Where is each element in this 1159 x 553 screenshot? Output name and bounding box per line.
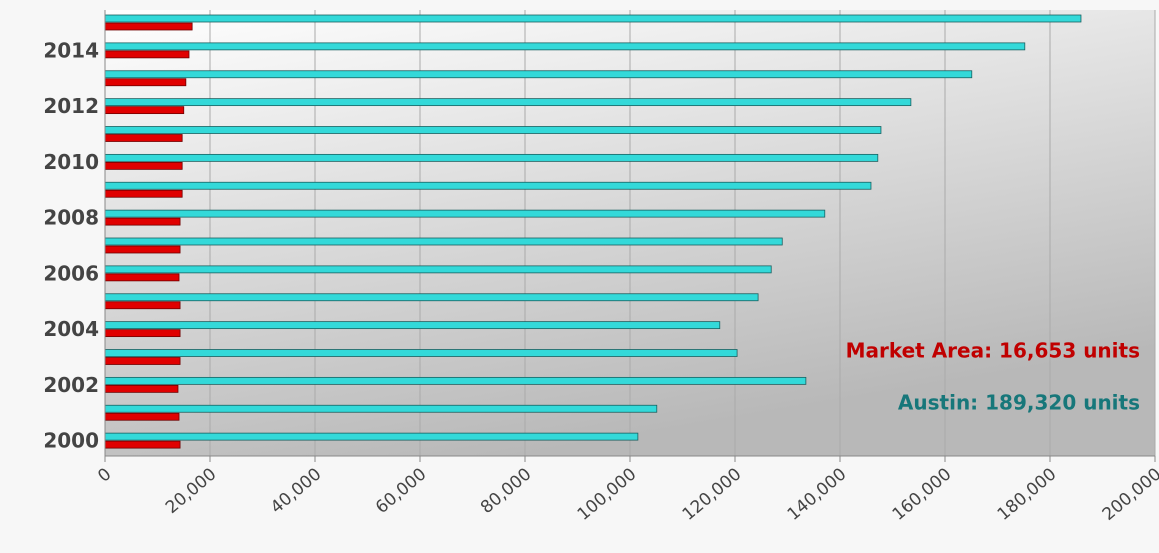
bar bbox=[104, 181, 872, 190]
bar bbox=[104, 217, 181, 226]
y-tick-label: 2014 bbox=[43, 38, 99, 62]
y-tick-label: 2012 bbox=[43, 94, 99, 118]
bar bbox=[104, 440, 181, 449]
x-tick-label: 20,000 bbox=[162, 464, 220, 518]
y-tick-label: 2000 bbox=[43, 429, 99, 453]
x-tick-label: 180,000 bbox=[994, 464, 1061, 525]
bar bbox=[104, 245, 181, 254]
bar bbox=[104, 321, 721, 330]
x-tick-label: 80,000 bbox=[477, 464, 535, 518]
bar bbox=[104, 78, 187, 87]
bar bbox=[104, 301, 181, 310]
bar bbox=[104, 98, 912, 107]
bar bbox=[104, 189, 183, 198]
bar bbox=[104, 153, 879, 162]
bar bbox=[104, 412, 180, 421]
bar bbox=[104, 42, 1026, 51]
bar bbox=[104, 432, 639, 441]
bar bbox=[104, 14, 1082, 23]
bar bbox=[104, 237, 783, 246]
bar bbox=[104, 376, 807, 385]
x-tick-label: 200,000 bbox=[1099, 464, 1159, 525]
x-tick-label: 160,000 bbox=[889, 464, 956, 525]
bar bbox=[104, 273, 180, 282]
bar bbox=[104, 126, 882, 134]
x-tick-label: 100,000 bbox=[574, 464, 641, 525]
bar bbox=[104, 209, 826, 218]
x-tick-label: 40,000 bbox=[267, 464, 325, 518]
x-tick-label: 120,000 bbox=[679, 464, 746, 525]
bar bbox=[104, 70, 973, 79]
bar bbox=[104, 50, 190, 59]
x-tick-label: 60,000 bbox=[372, 464, 430, 518]
y-tick-label: 2008 bbox=[43, 206, 99, 230]
bar bbox=[104, 349, 738, 357]
y-tick-label: 2004 bbox=[43, 317, 99, 341]
bar bbox=[104, 106, 185, 115]
bar bbox=[104, 404, 658, 413]
y-tick-label: 2010 bbox=[43, 150, 99, 174]
bar bbox=[104, 384, 179, 393]
bar bbox=[104, 357, 181, 365]
bar bbox=[104, 161, 183, 170]
y-tick-label: 2002 bbox=[43, 373, 99, 397]
bar bbox=[104, 265, 772, 274]
x-tick-label: 140,000 bbox=[784, 464, 851, 525]
bar bbox=[104, 22, 193, 31]
bar bbox=[104, 293, 759, 302]
y-tick-label: 2006 bbox=[43, 261, 99, 285]
bar bbox=[104, 134, 183, 142]
bar bbox=[104, 329, 181, 338]
annotation: Austin: 189,320 units bbox=[898, 391, 1140, 415]
x-tick-label: 0 bbox=[94, 464, 115, 486]
annotation: Market Area: 16,653 units bbox=[846, 339, 1140, 363]
